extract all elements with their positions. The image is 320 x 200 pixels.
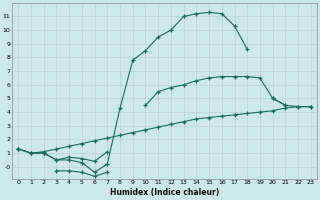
X-axis label: Humidex (Indice chaleur): Humidex (Indice chaleur) <box>110 188 219 197</box>
